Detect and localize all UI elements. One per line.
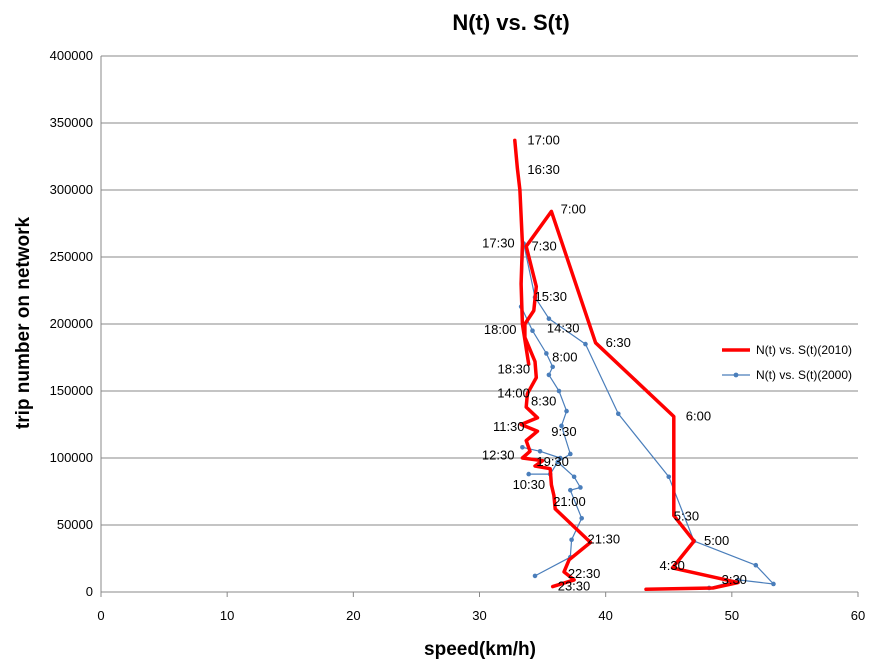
series-point-2000 bbox=[568, 451, 573, 457]
series-point-2000 bbox=[568, 487, 573, 493]
time-label: 12:30 bbox=[482, 447, 515, 462]
axes-layer: 0 50000 100000 150000 200000 250000 300000 3500… bbox=[50, 48, 866, 623]
series-point-2000 bbox=[550, 364, 555, 370]
time-label: 11:30 bbox=[493, 419, 525, 434]
time-label: 14:00 bbox=[497, 386, 530, 401]
time-label: 15:30 bbox=[534, 289, 567, 304]
series-point-2000 bbox=[579, 516, 584, 521]
series-line-2010 bbox=[519, 209, 740, 592]
series-point-2000 bbox=[532, 573, 538, 579]
y-tick-label: 50000 bbox=[57, 517, 93, 532]
series-point-2000 bbox=[530, 328, 535, 334]
series-point-2000 bbox=[537, 449, 543, 454]
time-label: 18:30 bbox=[498, 362, 531, 377]
time-label: 19:30 bbox=[536, 454, 569, 469]
x-tick-label: 0 bbox=[97, 608, 104, 623]
series-point-2000 bbox=[555, 459, 561, 465]
time-label: 7:00 bbox=[561, 201, 586, 216]
time-label: 17:30 bbox=[482, 236, 515, 251]
series-point-2000 bbox=[578, 485, 583, 490]
series-point-2000 bbox=[569, 537, 574, 543]
x-tick-label: 20 bbox=[346, 608, 360, 623]
series-point-2000 bbox=[666, 474, 672, 480]
time-label: 17:00 bbox=[527, 132, 560, 147]
time-label: 8:30 bbox=[531, 394, 556, 409]
x-tick-label: 30 bbox=[472, 608, 486, 623]
time-label: 6:30 bbox=[606, 335, 631, 350]
time-label: 22:30 bbox=[568, 566, 601, 581]
x-axis-title: speed(km/h) bbox=[424, 639, 536, 660]
x-tick-label: 50 bbox=[725, 608, 739, 623]
y-tick-label: 300000 bbox=[50, 182, 93, 197]
time-label: 18:00 bbox=[484, 322, 517, 337]
time-label: 21:30 bbox=[588, 531, 621, 546]
time-label: 8:00 bbox=[552, 350, 577, 365]
time-label: 7:30 bbox=[531, 238, 556, 253]
series-point-2000 bbox=[571, 474, 577, 480]
time-label: 16:30 bbox=[527, 162, 560, 177]
x-tick-label: 60 bbox=[851, 608, 865, 623]
time-label: 4:30 bbox=[660, 558, 685, 573]
series-layer bbox=[513, 138, 776, 592]
legend-label-2000: N(t) vs. S(t)(2000) bbox=[756, 368, 852, 382]
x-tick-label: 10 bbox=[220, 608, 234, 623]
time-label: 21:00 bbox=[553, 494, 586, 509]
series-point-2000 bbox=[615, 411, 621, 417]
series-point-2000 bbox=[526, 471, 532, 477]
time-label: 5:30 bbox=[674, 509, 699, 524]
time-label: 9:30 bbox=[551, 424, 576, 439]
grid-layer bbox=[101, 55, 858, 526]
y-tick-label: 200000 bbox=[50, 316, 93, 331]
series-point-2000 bbox=[771, 581, 776, 587]
series-point-2000 bbox=[556, 388, 562, 394]
y-tick-label: 400000 bbox=[50, 48, 93, 63]
y-tick-label: 100000 bbox=[50, 450, 93, 465]
series-point-2000 bbox=[546, 316, 552, 321]
series-point-2000 bbox=[559, 423, 564, 429]
series-point-2000 bbox=[557, 455, 563, 461]
annotation-layer: 17:00 16:30 7:00 17:30 7:30 15:30 18:00 14:30 6:… bbox=[482, 132, 747, 593]
x-tick-label: 40 bbox=[598, 608, 612, 623]
time-label: 6:00 bbox=[686, 408, 711, 423]
y-tick-label: 350000 bbox=[50, 115, 93, 130]
time-label: 23:30 bbox=[558, 579, 591, 594]
time-label: 10:30 bbox=[513, 477, 546, 492]
y-tick-label: 0 bbox=[86, 584, 93, 599]
time-label: 5:00 bbox=[704, 533, 729, 548]
legend-marker-2000 bbox=[733, 372, 739, 378]
series-point-2000 bbox=[544, 351, 549, 356]
time-label: 14:30 bbox=[547, 321, 580, 336]
series-point-2000 bbox=[583, 341, 588, 347]
series-point-2000 bbox=[520, 444, 525, 450]
y-axis-title: trip number on network bbox=[13, 216, 34, 429]
time-label: 3:30 bbox=[722, 572, 747, 587]
legend: N(t) vs. S(t)(2010) N(t) vs. S(t)(2000) bbox=[722, 343, 852, 382]
series-point-2000 bbox=[564, 408, 569, 414]
series-line-2000 bbox=[520, 243, 775, 589]
legend-label-2010: N(t) vs. S(t)(2010) bbox=[756, 343, 852, 357]
series-point-2000 bbox=[546, 372, 552, 378]
y-tick-label: 150000 bbox=[50, 383, 93, 398]
chart-title: N(t) vs. S(t) bbox=[452, 10, 569, 35]
y-tick-label: 250000 bbox=[50, 249, 93, 264]
series-line-2010-branch bbox=[513, 138, 531, 366]
series-point-2000 bbox=[753, 562, 759, 568]
